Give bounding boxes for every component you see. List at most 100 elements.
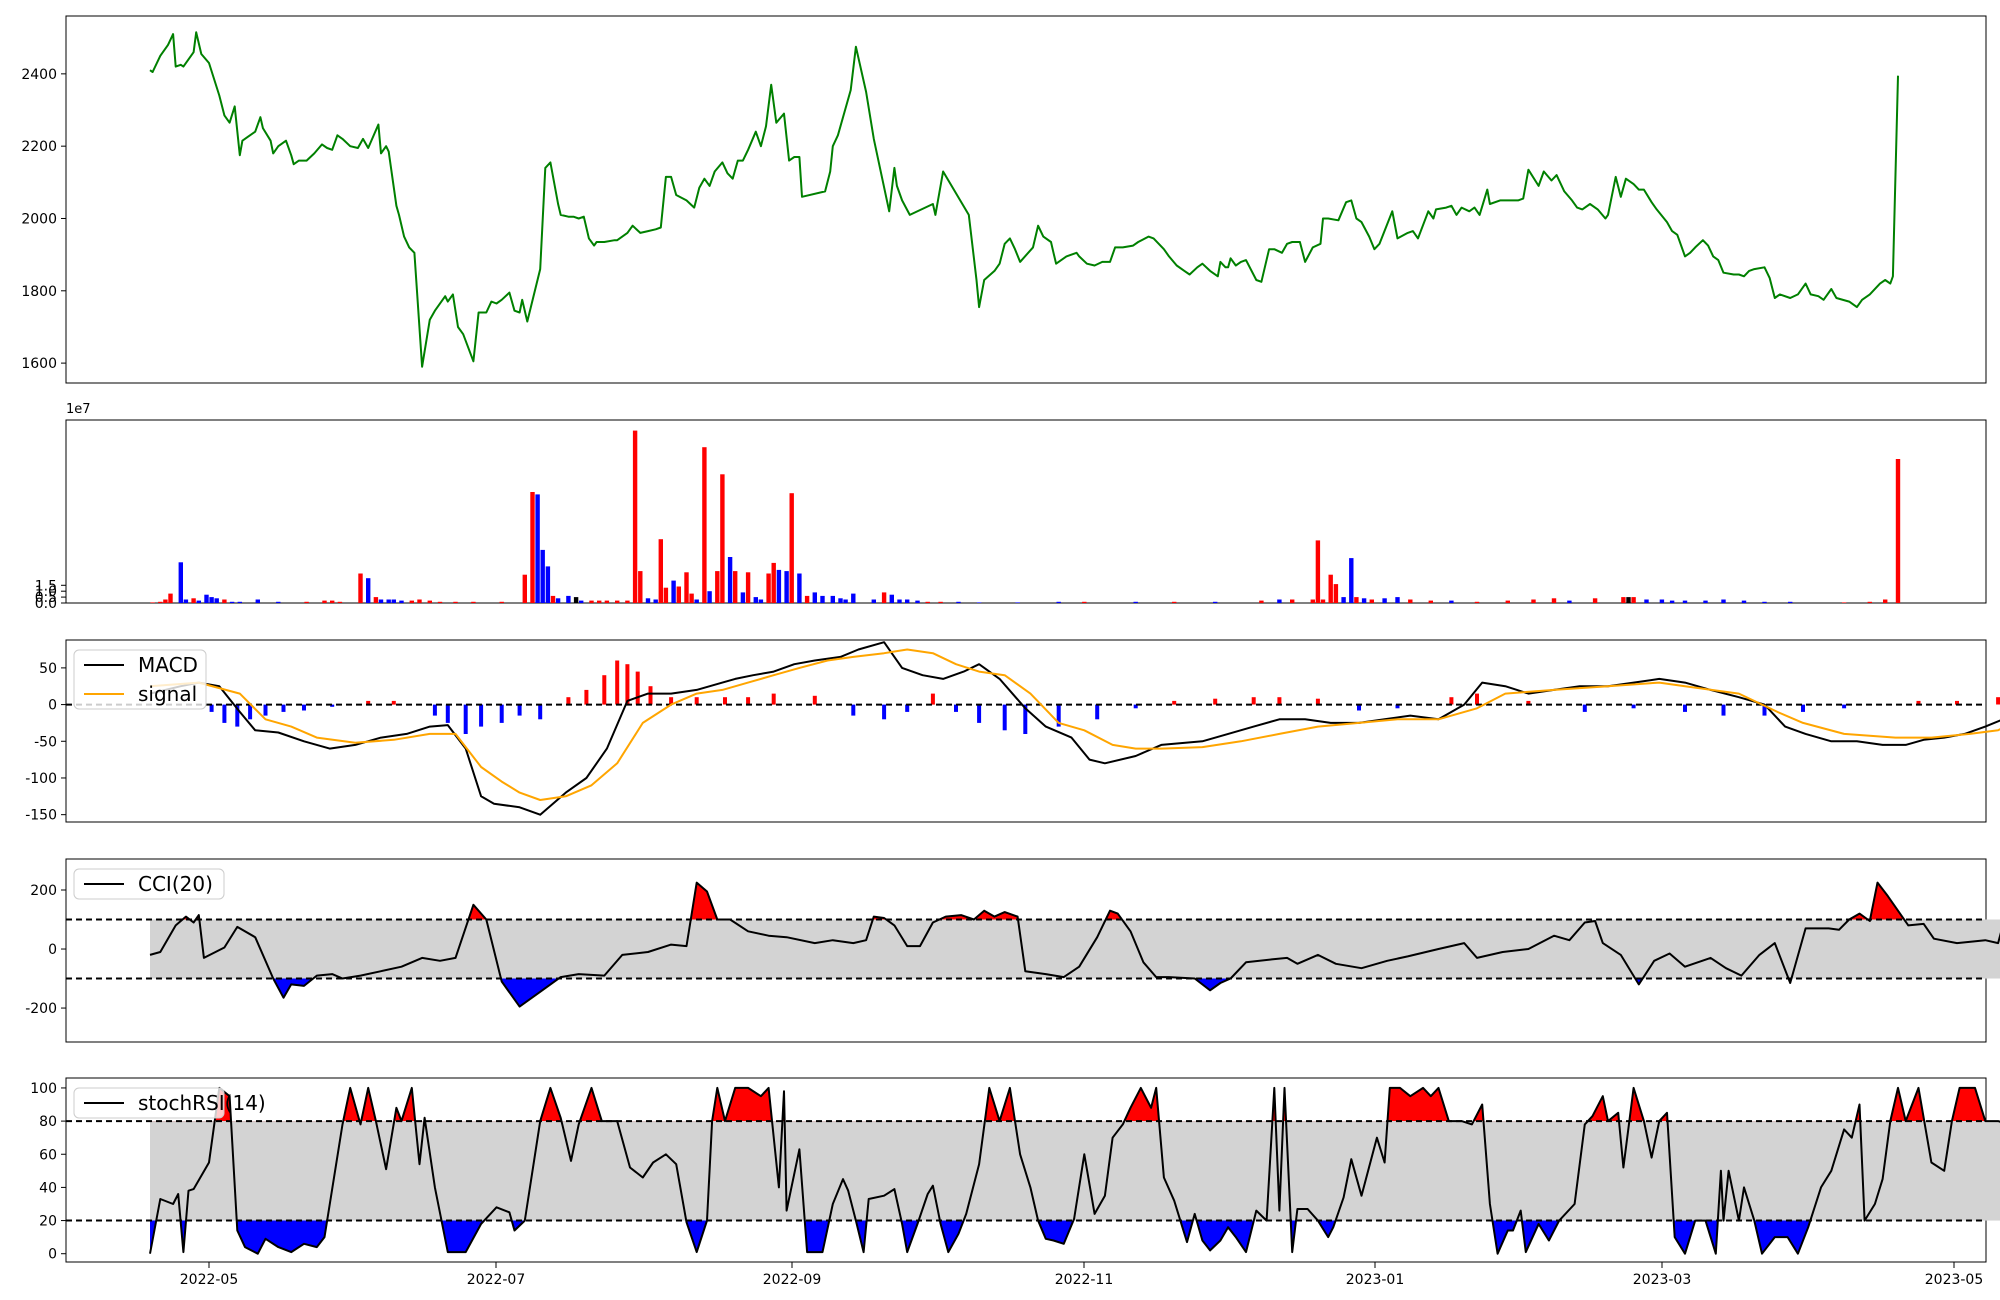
volume-ytick-label: 0.5 xyxy=(35,590,57,606)
volume-bar xyxy=(615,600,620,603)
volume-bar xyxy=(437,601,443,603)
macd-histogram-bar xyxy=(538,704,543,720)
macd-histogram-bar xyxy=(648,686,653,705)
volume-bar xyxy=(1354,597,1359,603)
macd-histogram-bar xyxy=(1251,697,1256,705)
volume-bar xyxy=(555,598,561,603)
volume-bar xyxy=(150,602,155,603)
volume-bar xyxy=(1841,602,1847,603)
volume-bar xyxy=(163,599,168,603)
macd-ytick-label: -100 xyxy=(25,771,57,787)
price-frame xyxy=(65,15,1987,384)
macd-histogram-bar xyxy=(499,704,504,723)
volume-bar xyxy=(545,566,551,603)
volume-bar xyxy=(1310,599,1315,603)
macd-histogram-bar xyxy=(235,704,240,727)
volume-bar xyxy=(1213,601,1218,603)
stochrsi-line xyxy=(149,1086,2000,1255)
volume-bar xyxy=(229,601,235,603)
volume-bar xyxy=(838,598,843,603)
volume-bar xyxy=(566,595,571,603)
macd-histogram-bar xyxy=(1475,693,1479,705)
volume-bar xyxy=(1395,597,1400,603)
volume-bar xyxy=(658,539,663,603)
cci-ytick-label: -200 xyxy=(25,1001,57,1017)
volume-bar xyxy=(604,600,610,603)
volume-bar xyxy=(1015,602,1020,603)
volume-bar xyxy=(540,549,545,603)
macd-histogram-bar xyxy=(669,697,674,705)
macd-histogram-bar xyxy=(391,700,396,705)
cci-line xyxy=(149,881,2000,1008)
macd-histogram-bar xyxy=(1095,704,1100,720)
macd-histogram-bar xyxy=(1172,700,1177,705)
volume-bar xyxy=(727,557,733,603)
macd-histogram-bar xyxy=(1315,698,1320,705)
macd-histogram-bar xyxy=(1133,704,1138,709)
volume-bar xyxy=(1644,599,1649,603)
volume-bar xyxy=(663,587,669,603)
volume-bar xyxy=(789,493,794,603)
macd-histogram-bar xyxy=(1357,704,1361,711)
volume-bar xyxy=(1669,600,1675,603)
macd-histogram-bar xyxy=(281,704,286,712)
volume-bar xyxy=(843,599,848,603)
volume-bar xyxy=(178,562,183,603)
volume-bar xyxy=(915,600,920,603)
cci-ytick-label: 200 xyxy=(30,883,57,899)
volume-bar xyxy=(330,600,335,603)
volume-bar xyxy=(702,447,707,603)
volume-bar xyxy=(1531,599,1536,603)
cci-panel: 200 0 -200 CCI(20) xyxy=(25,858,2000,1043)
x-tick-label: 2023-01 xyxy=(1346,1272,1405,1288)
volume-bar xyxy=(1867,601,1872,603)
volume-bar xyxy=(771,562,776,603)
volume-bar xyxy=(1056,601,1061,603)
volume-bar xyxy=(1341,597,1346,603)
macd-histogram-bar xyxy=(905,704,910,712)
price-ytick-label: 2000 xyxy=(21,211,57,227)
macd-histogram-bar xyxy=(566,697,571,705)
macd-histogram-bar xyxy=(635,671,640,705)
volume-bar xyxy=(1659,599,1665,603)
volume-bar xyxy=(1277,599,1282,603)
x-tick-label: 2022-09 xyxy=(763,1272,822,1288)
volume-bar xyxy=(638,571,643,603)
volume-bar xyxy=(766,573,771,603)
macd-histogram-bar xyxy=(1996,697,2000,705)
volume-bar xyxy=(1703,600,1708,603)
volume-bar xyxy=(812,592,817,603)
volume-frame xyxy=(65,419,1987,604)
volume-bar xyxy=(1408,599,1413,603)
volume-ytick-label: 1.5 xyxy=(35,578,57,594)
volume-bar xyxy=(871,599,876,603)
macd-histogram-bar xyxy=(302,704,306,711)
macd-histogram-bar xyxy=(445,704,450,723)
macd-histogram-bar xyxy=(366,700,371,705)
volume-bar xyxy=(1592,598,1598,603)
volume-bar xyxy=(417,599,422,603)
volume-bar xyxy=(535,494,540,603)
volume-bar xyxy=(1505,600,1510,603)
volume-bar xyxy=(881,592,887,603)
volume-bar xyxy=(1474,601,1480,603)
macd-histogram-bar xyxy=(746,697,751,705)
volume-bar xyxy=(676,586,681,603)
stochrsi-band xyxy=(150,1121,2000,1221)
volume-bar xyxy=(1621,597,1626,603)
volume-bar xyxy=(255,599,260,603)
volume-bar xyxy=(1631,597,1636,603)
volume-bar xyxy=(897,599,902,603)
x-tick-label: 2022-07 xyxy=(467,1272,526,1288)
volume-bar xyxy=(530,492,535,603)
macd-histogram-bar xyxy=(479,704,484,727)
volume-bar xyxy=(183,599,189,603)
volume-bar xyxy=(745,572,751,603)
volume-bar xyxy=(1762,601,1767,603)
volume-bar xyxy=(1290,599,1295,603)
macd-histogram-bar xyxy=(1801,704,1805,712)
stochrsi-ytick-label: 60 xyxy=(39,1147,57,1163)
volume-bar xyxy=(589,600,594,603)
volume-bar xyxy=(304,601,309,603)
macd-histogram-bar xyxy=(723,697,727,705)
